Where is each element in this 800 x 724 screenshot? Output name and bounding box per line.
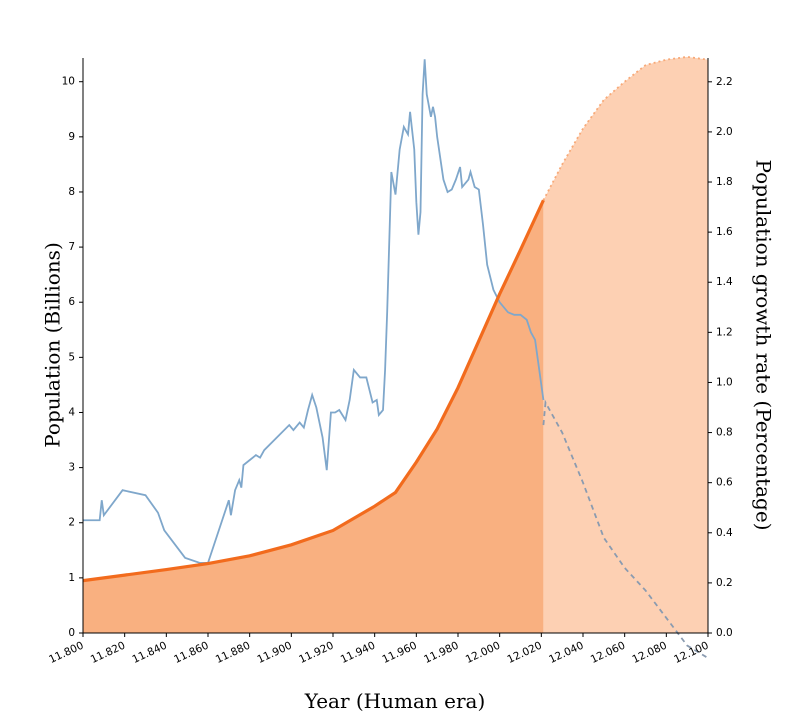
x-tick-label: 12.080 [630,640,668,666]
y2-tick-label: 1.8 [716,176,733,188]
y-axis-title: Population (Billions) [41,242,65,447]
area [83,200,544,633]
y-tick-label: 4 [68,406,75,418]
line [542,399,709,659]
x-tick-label: 11.920 [297,640,335,666]
y-tick-label: 5 [68,351,75,363]
x-tick-label: 11.960 [380,640,418,666]
x-tick-label: 12.060 [589,640,627,666]
y2-tick-label: 1.2 [716,326,733,338]
area [543,56,708,634]
x-axis-title: Year (Human era) [304,689,486,713]
x-tick-label: 11.940 [339,640,377,666]
y-tick-label: 7 [68,241,75,253]
x-tick-label: 11.900 [255,640,293,666]
y2-tick-label: 0.0 [716,627,733,639]
x-tick-label: 12.000 [464,640,502,666]
x-tick-label: 11.980 [422,640,460,666]
y-tick-label: 2 [68,517,75,529]
y-tick-label: 9 [68,131,75,143]
line [83,59,545,564]
y-tick-label: 3 [68,462,75,474]
x-tick-label: 12.020 [505,640,543,666]
x-tick-label: 12.040 [547,640,585,666]
y2-tick-label: 2.0 [716,126,733,138]
y2-tick-label: 0.2 [716,577,733,589]
y-tick-label: 0 [68,627,75,639]
y2-tick-label: 1.0 [716,376,733,388]
y2-tick-label: 2.2 [716,76,733,88]
y2-tick-label: 1.6 [716,226,733,238]
y-tick-label: 8 [68,186,75,198]
y2-tick-label: 0.4 [716,527,733,539]
y2-tick-label: 1.4 [716,276,733,288]
y2-tick-label: 0.8 [716,427,733,439]
y-tick-label: 10 [62,76,75,88]
x-tick-label: 11.860 [172,640,210,666]
x-tick-label: 11.880 [214,640,252,666]
y2-axis-title: Population growth rate (Percentage) [752,160,776,531]
x-tick-label: 11.820 [89,640,127,666]
x-tick-label: 11.840 [130,640,168,666]
y-tick-label: 1 [68,572,75,584]
y2-tick-label: 0.6 [716,477,733,489]
line [82,199,545,583]
x-tick-label: 11.800 [47,640,85,666]
y-tick-label: 6 [68,296,75,308]
x-tick-label: 12.100 [672,640,710,666]
